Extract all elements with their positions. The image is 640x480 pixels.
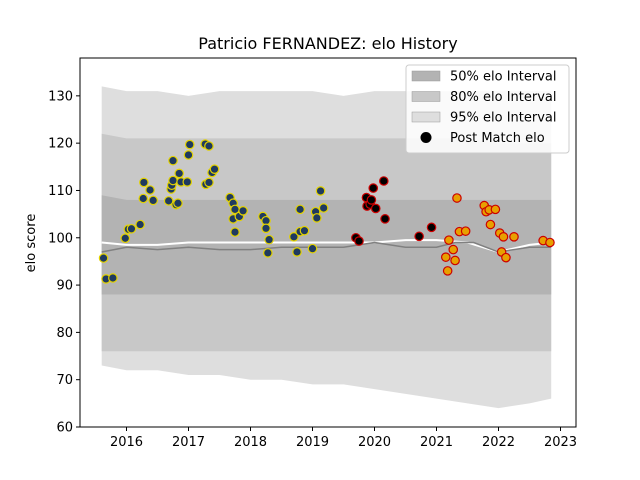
data-point-0-44 [295,204,305,215]
y-axis-label: elo score [24,214,39,273]
x-tick-label-1: 2017 [172,435,205,450]
x-tick-label-2: 2018 [234,435,267,450]
data-point-0-6 [135,219,145,230]
y-tick-label-3: 90 [56,279,73,294]
data-point-0-3 [120,233,131,244]
data-point-0-42 [292,247,302,257]
data-point-2-7 [460,226,471,236]
data-point-0-14 [168,175,178,186]
legend-box [405,64,570,154]
data-point-2-15 [498,232,509,242]
data-point-0-10 [148,195,158,206]
white-elo-line [101,239,552,253]
legend-label-3: Post Match elo [450,131,545,146]
y-tick-label-0: 60 [56,421,73,436]
data-point-2-2 [444,235,454,245]
legend-label-2: 95% elo Interval [450,111,557,126]
x-tick-label-6: 2022 [482,435,515,450]
data-point-2-12 [490,204,501,215]
y-tick-label-4: 100 [48,231,73,246]
data-point-0-50 [318,203,329,213]
data-point-0-40 [264,234,274,245]
data-point-0-15 [168,155,178,166]
y-tick-label-5: 110 [48,184,73,199]
median-elo-line [101,241,552,253]
data-point-1-7 [370,203,381,214]
data-point-2-0 [440,252,451,262]
data-point-0-41 [289,232,299,242]
plot-content [98,86,555,409]
data-point-1-11 [426,222,437,233]
x-tick-label-5: 2021 [420,435,453,450]
x-tick-label-4: 2020 [358,435,391,450]
data-point-2-4 [450,255,460,266]
data-point-1-6 [368,183,379,193]
data-point-0-48 [312,213,322,223]
data-point-1-9 [380,214,390,224]
data-point-0-8 [139,177,149,188]
data-point-0-20 [182,177,193,187]
data-point-2-1 [442,266,453,276]
y-tick-label-7: 130 [48,89,73,104]
data-point-0-28 [209,164,220,174]
data-point-0-9 [145,185,155,195]
data-point-2-17 [509,232,519,242]
data-point-0-32 [230,227,240,237]
data-point-2-3 [448,244,459,255]
data-point-1-1 [354,236,364,246]
data-point-0-38 [261,223,271,234]
data-point-0-0 [98,253,109,263]
axes-frame [79,57,577,428]
data-point-1-8 [378,176,389,186]
data-point-0-18 [174,168,184,179]
legend-swatch-1 [411,91,441,102]
y-tick-label-2: 80 [56,326,73,341]
data-point-2-5 [452,193,462,203]
data-point-0-2 [108,273,118,283]
data-point-0-39 [263,248,273,258]
data-point-0-35 [238,206,248,216]
data-point-0-17 [173,198,183,209]
legend-label-0: 50% elo Interval [450,70,557,85]
legend-marker-3 [420,132,432,143]
data-point-0-7 [138,193,149,204]
data-point-0-25 [204,177,214,188]
data-point-0-45 [299,225,310,236]
legend-label-1: 80% elo Interval [450,90,557,105]
data-point-2-11 [485,219,496,230]
y-tick-label-1: 70 [56,373,73,388]
data-point-2-16 [501,252,511,263]
band-50-percent [101,195,552,295]
plot-area: 2016 2017 2018 2019 2020 2021 2022 2023 60 70 80 90… [48,57,577,450]
data-point-1-10 [414,231,424,242]
data-point-0-26 [204,141,214,151]
data-point-0-11 [163,196,174,206]
data-point-2-19 [545,237,555,248]
data-point-0-21 [183,150,194,160]
x-tick-label-0: 2016 [110,435,143,450]
legend-swatch-2 [411,111,441,123]
x-tick-label-7: 2023 [544,435,577,450]
x-tick-label-3: 2019 [296,435,329,450]
chart-title: Patricio FERNANDEZ: elo History [198,34,457,53]
legend: 50% elo Interval 80% elo Interval 95% elo … [405,64,570,154]
data-point-1-5 [366,195,377,205]
data-point-0-46 [307,243,318,254]
data-point-0-22 [184,139,195,150]
data-point-0-49 [315,186,326,196]
legend-swatch-0 [411,70,441,82]
data-point-0-5 [126,223,137,234]
y-tick-label-6: 120 [48,137,73,152]
